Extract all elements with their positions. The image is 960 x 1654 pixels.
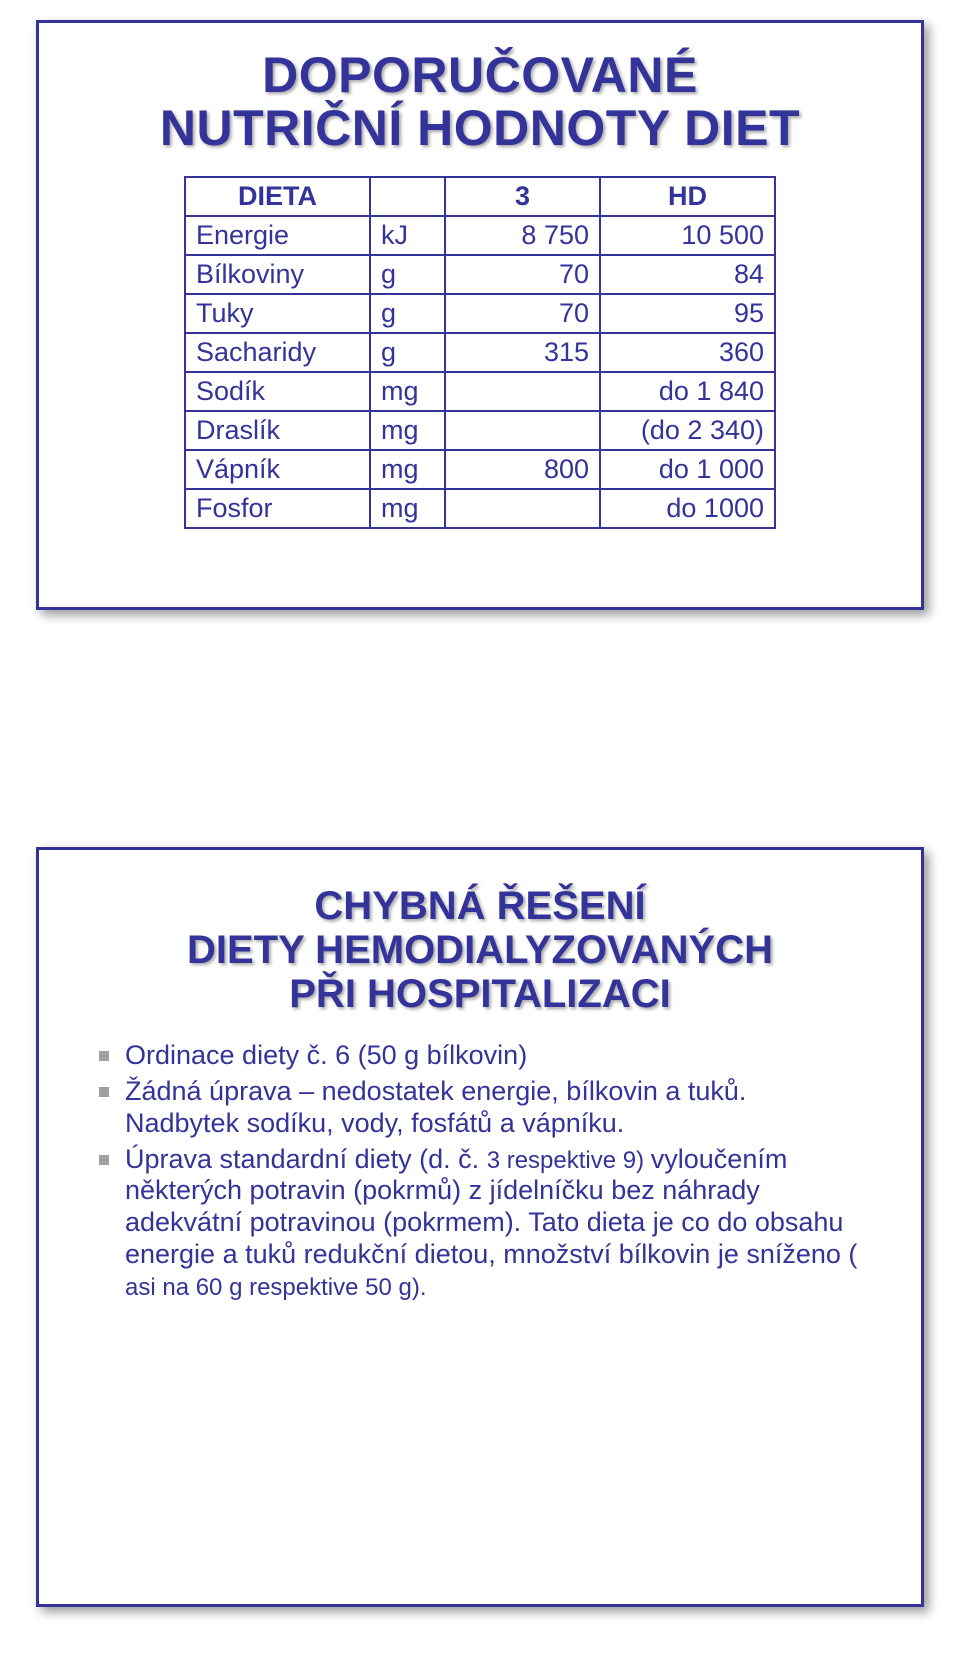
slide2-frame: CHYBNÁ ŘEŠENÍ DIETY HEMODIALYZOVANÝCH PŘ… <box>36 847 924 1607</box>
table-row: Draslík mg (do 2 340) <box>185 411 775 450</box>
cell-unit: mg <box>370 489 445 528</box>
cell-v2: do 1 000 <box>600 450 775 489</box>
cell-v2: 360 <box>600 333 775 372</box>
cell-label: Sacharidy <box>185 333 370 372</box>
cell-unit: g <box>370 255 445 294</box>
cell-label: Vápník <box>185 450 370 489</box>
cell-v2: do 1 840 <box>600 372 775 411</box>
table-row: Sacharidy g 315 360 <box>185 333 775 372</box>
nutrition-table: DIETA 3 HD Energie kJ 8 750 10 500 Bílko… <box>184 176 776 529</box>
cell-label: Bílkoviny <box>185 255 370 294</box>
th-col3: 3 <box>445 177 600 216</box>
bullet-text-a: Úprava standardní diety (d. č. <box>125 1144 487 1174</box>
th-dieta: DIETA <box>185 177 370 216</box>
cell-v1 <box>445 489 600 528</box>
title1-line1: DOPORUČOVANÉ <box>262 47 698 103</box>
cell-v2: do 1000 <box>600 489 775 528</box>
cell-label: Energie <box>185 216 370 255</box>
table-row: Fosfor mg do 1000 <box>185 489 775 528</box>
cell-label: Tuky <box>185 294 370 333</box>
cell-unit: mg <box>370 411 445 450</box>
table-header-row: DIETA 3 HD <box>185 177 775 216</box>
cell-v1: 70 <box>445 294 600 333</box>
cell-v2: 95 <box>600 294 775 333</box>
cell-label: Fosfor <box>185 489 370 528</box>
title2-line1: CHYBNÁ ŘEŠENÍ <box>314 884 645 928</box>
cell-v2: (do 2 340) <box>600 411 775 450</box>
th-colHD: HD <box>600 177 775 216</box>
bullet-text-d: asi na 60 g respektive 50 g). <box>125 1274 427 1301</box>
bullet-list: Ordinace diety č. 6 (50 g bílkovin) Žádn… <box>99 1040 861 1303</box>
slide-nutrition-values: DOPORUČOVANÉ NUTRIČNÍ HODNOTY DIET DIETA… <box>0 0 960 827</box>
cell-v1: 315 <box>445 333 600 372</box>
slide1-title: DOPORUČOVANÉ NUTRIČNÍ HODNOTY DIET <box>39 23 921 158</box>
cell-unit: g <box>370 294 445 333</box>
cell-label: Sodík <box>185 372 370 411</box>
title2-line3: PŘI HOSPITALIZACI <box>289 972 670 1016</box>
table-row: Sodík mg do 1 840 <box>185 372 775 411</box>
cell-v1: 70 <box>445 255 600 294</box>
title1-line2: NUTRIČNÍ HODNOTY DIET <box>160 100 800 156</box>
cell-v1: 8 750 <box>445 216 600 255</box>
list-item: Žádná úprava – nedostatek energie, bílko… <box>99 1076 861 1140</box>
title2-line2: DIETY HEMODIALYZOVANÝCH <box>187 928 773 972</box>
cell-unit: kJ <box>370 216 445 255</box>
cell-v1 <box>445 411 600 450</box>
list-item: Úprava standardní diety (d. č. 3 respekt… <box>99 1144 861 1303</box>
th-unit <box>370 177 445 216</box>
table-row: Bílkoviny g 70 84 <box>185 255 775 294</box>
cell-v1 <box>445 372 600 411</box>
cell-unit: mg <box>370 372 445 411</box>
table-row: Tuky g 70 95 <box>185 294 775 333</box>
slide-wrong-solutions: CHYBNÁ ŘEŠENÍ DIETY HEMODIALYZOVANÝCH PŘ… <box>0 827 960 1654</box>
list-item: Ordinace diety č. 6 (50 g bílkovin) <box>99 1040 861 1072</box>
cell-v1: 800 <box>445 450 600 489</box>
cell-label: Draslík <box>185 411 370 450</box>
cell-v2: 10 500 <box>600 216 775 255</box>
cell-unit: g <box>370 333 445 372</box>
bullet-text-b: 3 respektive 9) <box>487 1147 651 1174</box>
table-row: Energie kJ 8 750 10 500 <box>185 216 775 255</box>
cell-v2: 84 <box>600 255 775 294</box>
bullet-text: Ordinace diety č. 6 (50 g bílkovin) <box>125 1040 527 1070</box>
slide1-frame: DOPORUČOVANÉ NUTRIČNÍ HODNOTY DIET DIETA… <box>36 20 924 610</box>
table-row: Vápník mg 800 do 1 000 <box>185 450 775 489</box>
cell-unit: mg <box>370 450 445 489</box>
bullet-text: Žádná úprava – nedostatek energie, bílko… <box>125 1076 746 1138</box>
slide2-title: CHYBNÁ ŘEŠENÍ DIETY HEMODIALYZOVANÝCH PŘ… <box>39 850 921 1016</box>
